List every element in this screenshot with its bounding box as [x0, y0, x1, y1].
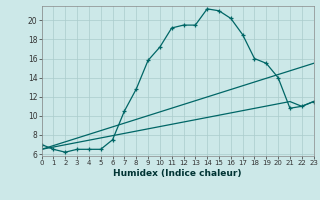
X-axis label: Humidex (Indice chaleur): Humidex (Indice chaleur): [113, 169, 242, 178]
